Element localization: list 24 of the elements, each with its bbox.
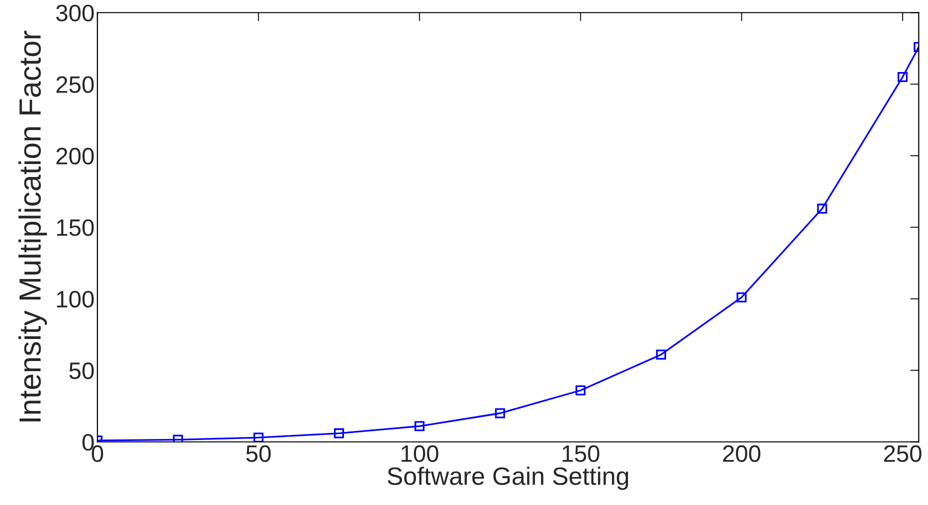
y-tick-label: 250 bbox=[56, 76, 94, 93]
point bbox=[172, 434, 183, 442]
y-tick-label: 300 bbox=[56, 4, 94, 22]
x-axis-title: Software Gain Setting bbox=[388, 466, 628, 490]
point bbox=[253, 432, 264, 442]
x-tick-label: 100 bbox=[402, 445, 438, 462]
y-tick-label: 200 bbox=[56, 148, 94, 164]
x-tick-label: 200 bbox=[723, 445, 760, 462]
y-tick-label: 150 bbox=[57, 219, 94, 236]
y-tick-label: 0 bbox=[82, 434, 94, 451]
point bbox=[576, 385, 586, 396]
point bbox=[656, 350, 666, 360]
y-tick-label: 100 bbox=[57, 290, 94, 308]
point bbox=[898, 72, 908, 82]
x-tick-label: 50 bbox=[246, 445, 271, 462]
point bbox=[817, 204, 828, 214]
point bbox=[414, 421, 425, 432]
y-axis-title: Intensity Multiplication Factor bbox=[18, 30, 47, 422]
point bbox=[736, 292, 747, 302]
x-tick-label: 250 bbox=[884, 445, 922, 462]
x-tick-label: 150 bbox=[562, 445, 600, 462]
point bbox=[495, 408, 506, 418]
y-tick-label: 50 bbox=[69, 362, 94, 380]
point bbox=[334, 428, 344, 438]
